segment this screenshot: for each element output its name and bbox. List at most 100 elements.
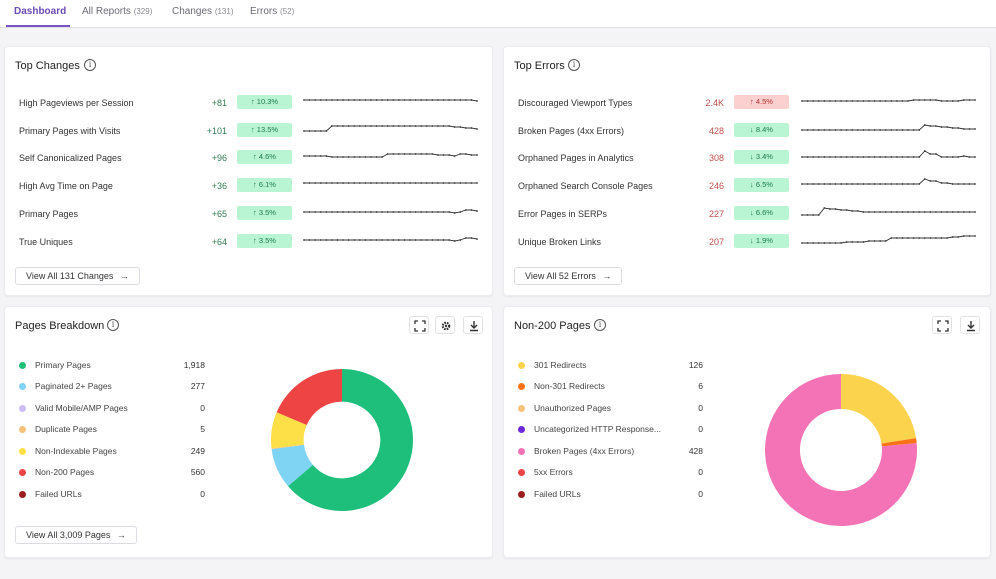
list-item[interactable]: Self Canonicalized Pages +96 ↑ 4.6% bbox=[5, 150, 492, 167]
sparkline bbox=[303, 99, 478, 102]
sparkline-point bbox=[453, 99, 456, 101]
legend-item[interactable]: Primary Pages 1,918 bbox=[19, 360, 209, 372]
list-item[interactable]: High Avg Time on Page +36 ↑ 6.1% bbox=[5, 178, 492, 195]
sparkline-point bbox=[437, 154, 439, 156]
sparkline-point bbox=[403, 239, 406, 241]
view-all-pages-button[interactable]: View All 3,009 Pages → bbox=[15, 526, 137, 544]
legend-item[interactable]: 5xx Errors 0 bbox=[518, 467, 708, 479]
sparkline-point bbox=[845, 241, 848, 243]
download-button[interactable] bbox=[960, 316, 980, 334]
tab-errors[interactable]: Errors (52) bbox=[250, 6, 295, 17]
list-item[interactable]: Unique Broken Links 207 ↓ 1.9% bbox=[504, 234, 990, 251]
sparkline-point bbox=[448, 239, 450, 241]
sparkline-point bbox=[459, 153, 462, 155]
sparkline-point bbox=[308, 155, 311, 157]
legend-item[interactable]: Non-Indexable Pages 249 bbox=[19, 446, 209, 458]
download-button[interactable] bbox=[463, 316, 483, 334]
sparkline-point bbox=[364, 125, 367, 127]
sparkline-point bbox=[431, 182, 434, 184]
legend-item[interactable]: Failed URLs 0 bbox=[518, 489, 708, 501]
legend-item[interactable]: Non-200 Pages 560 bbox=[19, 467, 209, 479]
expand-button[interactable] bbox=[932, 316, 952, 334]
sparkline-point bbox=[879, 100, 882, 102]
sparkline-point bbox=[308, 99, 311, 101]
sparkline-point bbox=[823, 242, 826, 244]
sparkline-point bbox=[868, 100, 870, 102]
card-title: Pages Breakdown bbox=[15, 320, 105, 332]
sparkline-point bbox=[935, 211, 937, 213]
change-badge: ↑ 13.5% bbox=[237, 123, 292, 137]
list-item[interactable]: Orphaned Pages in Analytics 308 ↓ 3.4% bbox=[504, 150, 990, 167]
sparkline-point bbox=[957, 127, 960, 129]
info-icon[interactable]: i bbox=[568, 59, 580, 71]
list-item[interactable]: Orphaned Search Console Pages 246 ↓ 6.5% bbox=[504, 178, 990, 195]
legend-item[interactable]: Failed URLs 0 bbox=[19, 489, 209, 501]
expand-button[interactable] bbox=[409, 316, 429, 334]
legend-item[interactable]: 301 Redirects 126 bbox=[518, 360, 708, 372]
legend-item[interactable]: Duplicate Pages 5 bbox=[19, 424, 209, 436]
list-item[interactable]: True Uniques +64 ↑ 3.5% bbox=[5, 234, 492, 251]
legend-item[interactable]: Paginated 2+ Pages 277 bbox=[19, 381, 209, 393]
legend-item[interactable]: Non-301 Redirects 6 bbox=[518, 381, 708, 393]
sparkline-point bbox=[918, 129, 921, 131]
info-icon[interactable]: i bbox=[594, 319, 606, 331]
tab-all-reports[interactable]: All Reports (329) bbox=[82, 6, 153, 17]
legend-label: Failed URLs bbox=[35, 489, 82, 499]
sparkline-point bbox=[974, 183, 976, 185]
info-icon[interactable]: i bbox=[84, 59, 96, 71]
sparkline-point bbox=[314, 99, 317, 101]
sparkline-point bbox=[459, 211, 462, 213]
list-item[interactable]: Primary Pages +65 ↑ 3.5% bbox=[5, 206, 492, 223]
tab-changes[interactable]: Changes (131) bbox=[172, 6, 234, 17]
sparkline-point bbox=[895, 100, 898, 102]
tab-dashboard[interactable]: Dashboard bbox=[14, 6, 67, 17]
sparkline-point bbox=[884, 183, 887, 185]
sparkline-point bbox=[901, 100, 904, 102]
sparkline-point bbox=[453, 240, 456, 242]
sparkline-point bbox=[946, 100, 948, 102]
pages-breakdown-donut-chart bbox=[271, 369, 413, 511]
sparkline-point bbox=[470, 127, 473, 129]
sparkline-point bbox=[851, 129, 854, 131]
legend-label: Unauthorized Pages bbox=[534, 403, 612, 413]
row-value: +81 bbox=[211, 98, 227, 108]
view-all-changes-button[interactable]: View All 131 Changes → bbox=[15, 267, 140, 285]
sparkline-point bbox=[929, 237, 932, 239]
sparkline-point bbox=[868, 240, 870, 242]
expand-icon bbox=[414, 320, 426, 332]
legend-item[interactable]: Uncategorized HTTP Response... 0 bbox=[518, 424, 708, 436]
legend-label: Primary Pages bbox=[35, 360, 91, 370]
list-item[interactable]: Primary Pages with Visits +101 ↑ 13.5% bbox=[5, 123, 492, 140]
sparkline-point bbox=[968, 211, 971, 213]
sparkline-point bbox=[342, 239, 344, 241]
sparkline-point bbox=[884, 100, 887, 102]
arrow-right-icon: → bbox=[119, 271, 129, 281]
report-tabs: Dashboard All Reports (329) Changes (131… bbox=[0, 0, 996, 28]
legend-item[interactable]: Broken Pages (4xx Errors) 428 bbox=[518, 446, 708, 458]
sparkline-point bbox=[957, 236, 960, 238]
legend-item[interactable]: Valid Mobile/AMP Pages 0 bbox=[19, 403, 209, 415]
donut-slice bbox=[881, 438, 917, 447]
sparkline-point bbox=[392, 153, 395, 155]
legend-value: 6 bbox=[698, 381, 703, 391]
view-all-errors-button[interactable]: View All 52 Errors → bbox=[514, 267, 623, 285]
sparkline-point bbox=[347, 182, 350, 184]
arrow-right-icon: → bbox=[116, 530, 126, 540]
sparkline-point bbox=[370, 239, 372, 241]
list-item[interactable]: High Pageviews per Session +81 ↑ 10.3% bbox=[5, 95, 492, 112]
list-item[interactable]: Discouraged Viewport Types 2.4K ↑ 4.5% bbox=[504, 95, 990, 112]
sparkline-point bbox=[314, 211, 317, 213]
sparkline-point bbox=[946, 237, 948, 239]
sparkline-point bbox=[806, 129, 809, 131]
legend-item[interactable]: Unauthorized Pages 0 bbox=[518, 403, 708, 415]
sparkline-point bbox=[895, 129, 898, 131]
sparkline-point bbox=[442, 99, 445, 101]
list-item[interactable]: Error Pages in SERPs 227 ↓ 6.6% bbox=[504, 206, 990, 223]
sparkline-point bbox=[968, 156, 971, 158]
sparkline-point bbox=[957, 183, 960, 185]
list-item[interactable]: Broken Pages (4xx Errors) 428 ↓ 8.4% bbox=[504, 123, 990, 140]
info-icon[interactable]: i bbox=[107, 319, 119, 331]
settings-button[interactable] bbox=[435, 316, 455, 334]
sparkline-point bbox=[962, 128, 965, 130]
sparkline-point bbox=[829, 100, 831, 102]
